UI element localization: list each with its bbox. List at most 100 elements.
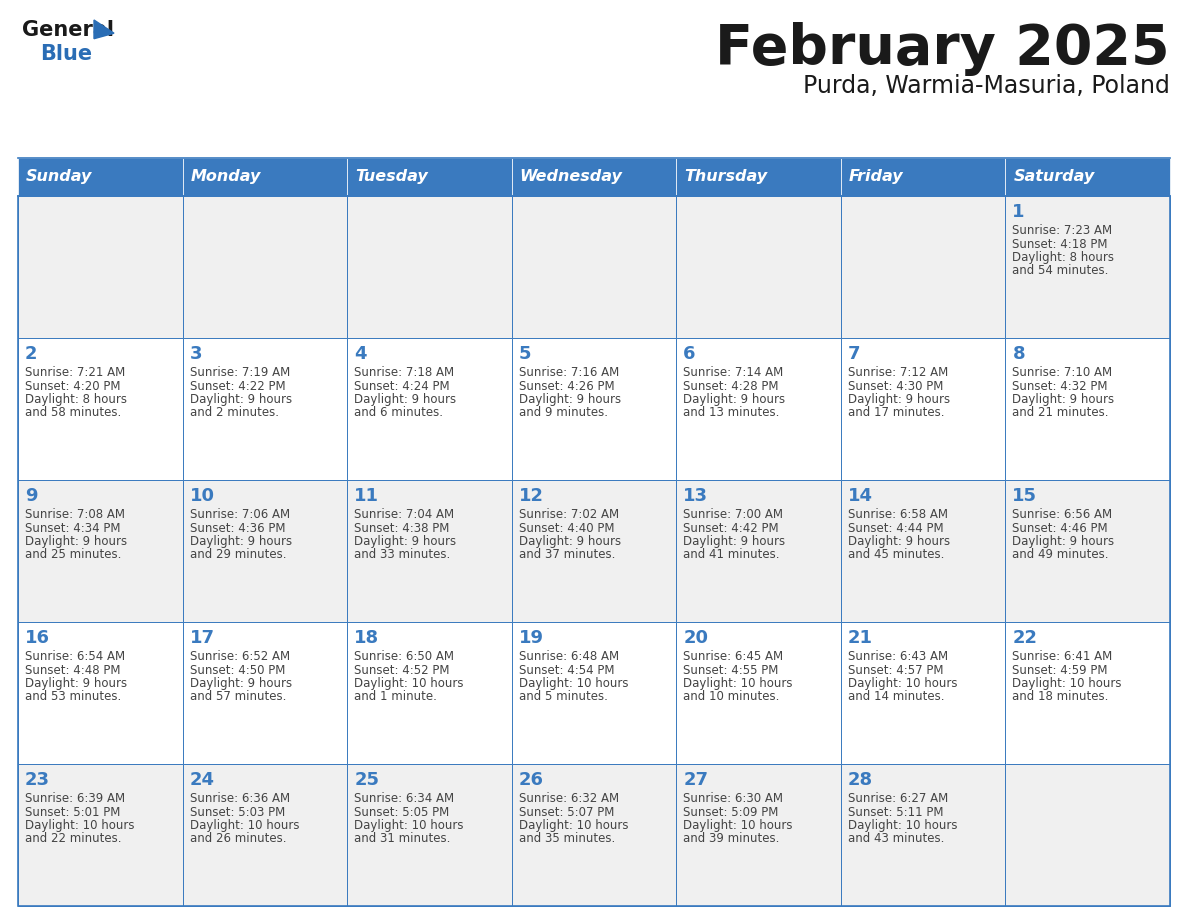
Bar	[18, 196, 1170, 906]
Bar	[1005, 622, 1170, 764]
Text: 25: 25	[354, 771, 379, 789]
Text: Sunrise: 6:50 AM: Sunrise: 6:50 AM	[354, 650, 454, 663]
Text: Sunrise: 6:30 AM: Sunrise: 6:30 AM	[683, 792, 783, 805]
Text: Sunrise: 6:43 AM: Sunrise: 6:43 AM	[848, 650, 948, 663]
Text: Daylight: 9 hours: Daylight: 9 hours	[25, 535, 127, 548]
Text: Daylight: 9 hours: Daylight: 9 hours	[190, 393, 292, 406]
Text: Sunrise: 6:36 AM: Sunrise: 6:36 AM	[190, 792, 290, 805]
Text: Daylight: 10 hours: Daylight: 10 hours	[683, 819, 792, 832]
Text: and 58 minutes.: and 58 minutes.	[25, 407, 121, 420]
Text: Sunset: 4:26 PM: Sunset: 4:26 PM	[519, 379, 614, 393]
Text: and 43 minutes.: and 43 minutes.	[848, 833, 944, 845]
Text: Daylight: 9 hours: Daylight: 9 hours	[683, 393, 785, 406]
Text: Wednesday: Wednesday	[519, 170, 623, 185]
Text: Sunrise: 7:10 AM: Sunrise: 7:10 AM	[1012, 366, 1112, 379]
Text: Sunrise: 6:27 AM: Sunrise: 6:27 AM	[848, 792, 948, 805]
Text: Sunrise: 7:04 AM: Sunrise: 7:04 AM	[354, 508, 454, 521]
Bar	[841, 338, 1005, 480]
Text: Sunset: 4:55 PM: Sunset: 4:55 PM	[683, 664, 778, 677]
Bar	[183, 196, 347, 338]
Text: Sunrise: 7:08 AM: Sunrise: 7:08 AM	[25, 508, 125, 521]
Bar	[676, 196, 841, 338]
Text: 17: 17	[190, 629, 215, 647]
Text: Sunrise: 7:12 AM: Sunrise: 7:12 AM	[848, 366, 948, 379]
Text: Sunrise: 7:19 AM: Sunrise: 7:19 AM	[190, 366, 290, 379]
Text: Sunset: 5:01 PM: Sunset: 5:01 PM	[25, 805, 120, 819]
Text: 6: 6	[683, 345, 696, 363]
Bar	[676, 480, 841, 622]
Text: Sunrise: 7:00 AM: Sunrise: 7:00 AM	[683, 508, 783, 521]
Bar	[841, 196, 1005, 338]
Text: Sunset: 4:24 PM: Sunset: 4:24 PM	[354, 379, 450, 393]
Text: and 17 minutes.: and 17 minutes.	[848, 407, 944, 420]
Bar	[347, 764, 512, 906]
Text: 28: 28	[848, 771, 873, 789]
Text: Sunset: 5:11 PM: Sunset: 5:11 PM	[848, 805, 943, 819]
Text: and 26 minutes.: and 26 minutes.	[190, 833, 286, 845]
Text: Daylight: 10 hours: Daylight: 10 hours	[354, 677, 463, 690]
Text: Sunrise: 7:23 AM: Sunrise: 7:23 AM	[1012, 224, 1112, 237]
Text: Daylight: 9 hours: Daylight: 9 hours	[848, 535, 950, 548]
Text: Daylight: 10 hours: Daylight: 10 hours	[683, 677, 792, 690]
Text: Daylight: 10 hours: Daylight: 10 hours	[519, 677, 628, 690]
Text: Sunset: 4:32 PM: Sunset: 4:32 PM	[1012, 379, 1108, 393]
Text: and 57 minutes.: and 57 minutes.	[190, 690, 286, 703]
Bar	[676, 622, 841, 764]
Bar	[1005, 196, 1170, 338]
Text: Daylight: 9 hours: Daylight: 9 hours	[1012, 535, 1114, 548]
Text: 3: 3	[190, 345, 202, 363]
Text: Blue: Blue	[40, 44, 93, 64]
Text: and 6 minutes.: and 6 minutes.	[354, 407, 443, 420]
Text: Daylight: 9 hours: Daylight: 9 hours	[25, 677, 127, 690]
Text: Thursday: Thursday	[684, 170, 767, 185]
Text: Daylight: 9 hours: Daylight: 9 hours	[519, 393, 621, 406]
Text: Sunset: 4:42 PM: Sunset: 4:42 PM	[683, 521, 779, 534]
Text: Sunset: 5:05 PM: Sunset: 5:05 PM	[354, 805, 449, 819]
Text: Sunset: 5:09 PM: Sunset: 5:09 PM	[683, 805, 778, 819]
Text: 4: 4	[354, 345, 367, 363]
Text: 8: 8	[1012, 345, 1025, 363]
Text: February 2025: February 2025	[715, 22, 1170, 76]
Text: and 35 minutes.: and 35 minutes.	[519, 833, 615, 845]
Text: Sunset: 4:54 PM: Sunset: 4:54 PM	[519, 664, 614, 677]
Text: 24: 24	[190, 771, 215, 789]
Text: Daylight: 9 hours: Daylight: 9 hours	[683, 535, 785, 548]
Text: and 39 minutes.: and 39 minutes.	[683, 833, 779, 845]
Text: Sunset: 4:38 PM: Sunset: 4:38 PM	[354, 521, 449, 534]
Bar	[1005, 480, 1170, 622]
Bar	[18, 480, 183, 622]
Text: 1: 1	[1012, 203, 1025, 221]
Text: Daylight: 8 hours: Daylight: 8 hours	[25, 393, 127, 406]
Text: Daylight: 10 hours: Daylight: 10 hours	[848, 819, 958, 832]
Text: Daylight: 8 hours: Daylight: 8 hours	[1012, 251, 1114, 264]
Text: 23: 23	[25, 771, 50, 789]
Text: Sunday: Sunday	[26, 170, 93, 185]
Text: Sunset: 4:20 PM: Sunset: 4:20 PM	[25, 379, 120, 393]
Text: Sunset: 4:34 PM: Sunset: 4:34 PM	[25, 521, 120, 534]
Bar	[183, 158, 347, 196]
Bar	[1005, 338, 1170, 480]
Text: 15: 15	[1012, 487, 1037, 505]
Text: Daylight: 10 hours: Daylight: 10 hours	[190, 819, 299, 832]
Text: Sunset: 4:57 PM: Sunset: 4:57 PM	[848, 664, 943, 677]
Bar	[676, 158, 841, 196]
Text: Friday: Friday	[849, 170, 904, 185]
Bar	[347, 196, 512, 338]
Text: Sunset: 4:50 PM: Sunset: 4:50 PM	[190, 664, 285, 677]
Text: and 13 minutes.: and 13 minutes.	[683, 407, 779, 420]
Text: 9: 9	[25, 487, 38, 505]
Bar	[1005, 158, 1170, 196]
Text: Daylight: 10 hours: Daylight: 10 hours	[519, 819, 628, 832]
Text: Sunrise: 6:32 AM: Sunrise: 6:32 AM	[519, 792, 619, 805]
Text: Sunset: 4:36 PM: Sunset: 4:36 PM	[190, 521, 285, 534]
Bar	[676, 764, 841, 906]
Text: Sunrise: 7:16 AM: Sunrise: 7:16 AM	[519, 366, 619, 379]
Text: and 41 minutes.: and 41 minutes.	[683, 548, 779, 562]
Polygon shape	[94, 20, 114, 39]
Text: Sunrise: 6:39 AM: Sunrise: 6:39 AM	[25, 792, 125, 805]
Bar	[18, 764, 183, 906]
Text: Sunrise: 6:58 AM: Sunrise: 6:58 AM	[848, 508, 948, 521]
Text: and 14 minutes.: and 14 minutes.	[848, 690, 944, 703]
Text: Daylight: 9 hours: Daylight: 9 hours	[354, 535, 456, 548]
Text: 16: 16	[25, 629, 50, 647]
